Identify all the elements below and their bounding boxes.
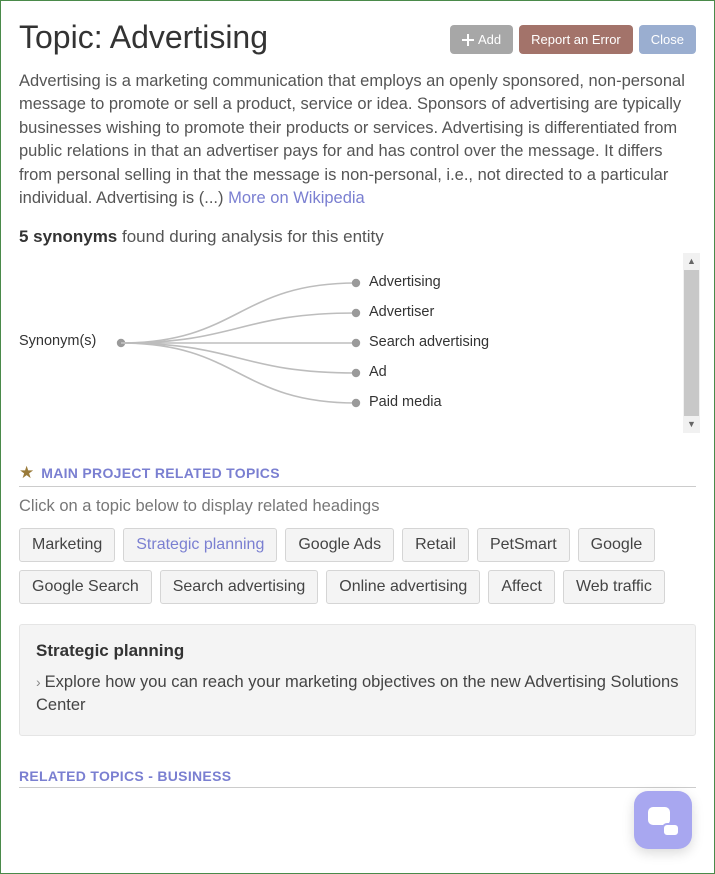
scroll-up-icon[interactable]: ▲ <box>683 253 700 270</box>
topic-tag[interactable]: Online advertising <box>326 570 480 604</box>
topics-hint: Click on a topic below to display relate… <box>19 497 696 516</box>
related-topics-heading: RELATED TOPICS - BUSINESS <box>19 768 696 788</box>
add-button[interactable]: Add <box>450 25 513 54</box>
synonym-label[interactable]: Ad <box>369 364 387 380</box>
panel-title: Strategic planning <box>36 641 679 661</box>
synonym-root-label: Synonym(s) <box>19 333 96 349</box>
topic-tag[interactable]: Affect <box>488 570 555 604</box>
close-button[interactable]: Close <box>639 25 696 54</box>
graph-node <box>352 308 360 316</box>
synonym-label[interactable]: Search advertising <box>369 334 489 350</box>
description-text: Advertising is a marketing communication… <box>19 72 685 207</box>
panel-item-text: Explore how you can reach your marketing… <box>36 673 678 714</box>
chat-widget-button[interactable] <box>634 791 692 849</box>
topic-tag[interactable]: PetSmart <box>477 528 570 562</box>
synonym-count-number: 5 synonyms <box>19 227 117 246</box>
plus-icon <box>462 34 474 46</box>
graph-node <box>352 338 360 346</box>
topic-tag[interactable]: Google Ads <box>285 528 394 562</box>
topic-description: Advertising is a marketing communication… <box>19 70 696 211</box>
wikipedia-link[interactable]: More on Wikipedia <box>228 189 365 207</box>
graph-edge <box>121 343 356 403</box>
main-topics-header: ★ MAIN PROJECT RELATED TOPICS <box>19 463 696 487</box>
scroll-down-icon[interactable]: ▼ <box>683 416 700 433</box>
synonym-graph: Synonym(s) Advertising Advertiser Search a… <box>19 253 696 433</box>
topic-tags: MarketingStrategic planningGoogle AdsRet… <box>19 528 696 604</box>
topic-tag[interactable]: Strategic planning <box>123 528 277 562</box>
main-topics-heading: MAIN PROJECT RELATED TOPICS <box>41 465 280 481</box>
graph-edge <box>121 343 356 373</box>
report-error-button[interactable]: Report an Error <box>519 25 633 54</box>
topic-tag[interactable]: Search advertising <box>160 570 319 604</box>
synonym-count: 5 synonyms found during analysis for thi… <box>19 227 696 247</box>
topic-tag[interactable]: Retail <box>402 528 469 562</box>
star-icon: ★ <box>19 463 34 483</box>
synonym-label[interactable]: Paid media <box>369 394 442 410</box>
selected-topic-panel: Strategic planning ›Explore how you can … <box>19 624 696 736</box>
chevron-right-icon: › <box>36 674 41 690</box>
add-button-label: Add <box>478 32 501 47</box>
synonym-graph-svg <box>19 253 679 433</box>
scroll-thumb[interactable] <box>684 270 699 416</box>
graph-scrollbar[interactable]: ▲ ▼ <box>683 253 700 433</box>
graph-node <box>352 398 360 406</box>
graph-node <box>352 368 360 376</box>
chat-icon <box>662 823 680 837</box>
topic-tag[interactable]: Google <box>578 528 656 562</box>
synonym-label[interactable]: Advertising <box>369 274 441 290</box>
topic-tag[interactable]: Web traffic <box>563 570 665 604</box>
graph-edge <box>121 283 356 343</box>
topic-tag[interactable]: Google Search <box>19 570 152 604</box>
panel-item[interactable]: ›Explore how you can reach your marketin… <box>36 671 679 717</box>
graph-node <box>352 278 360 286</box>
synonym-label[interactable]: Advertiser <box>369 304 434 320</box>
graph-edge <box>121 313 356 343</box>
page-title: Topic: Advertising <box>19 19 268 56</box>
header-actions: Add Report an Error Close <box>450 25 696 54</box>
synonym-count-text: found during analysis for this entity <box>117 227 383 246</box>
topic-tag[interactable]: Marketing <box>19 528 115 562</box>
